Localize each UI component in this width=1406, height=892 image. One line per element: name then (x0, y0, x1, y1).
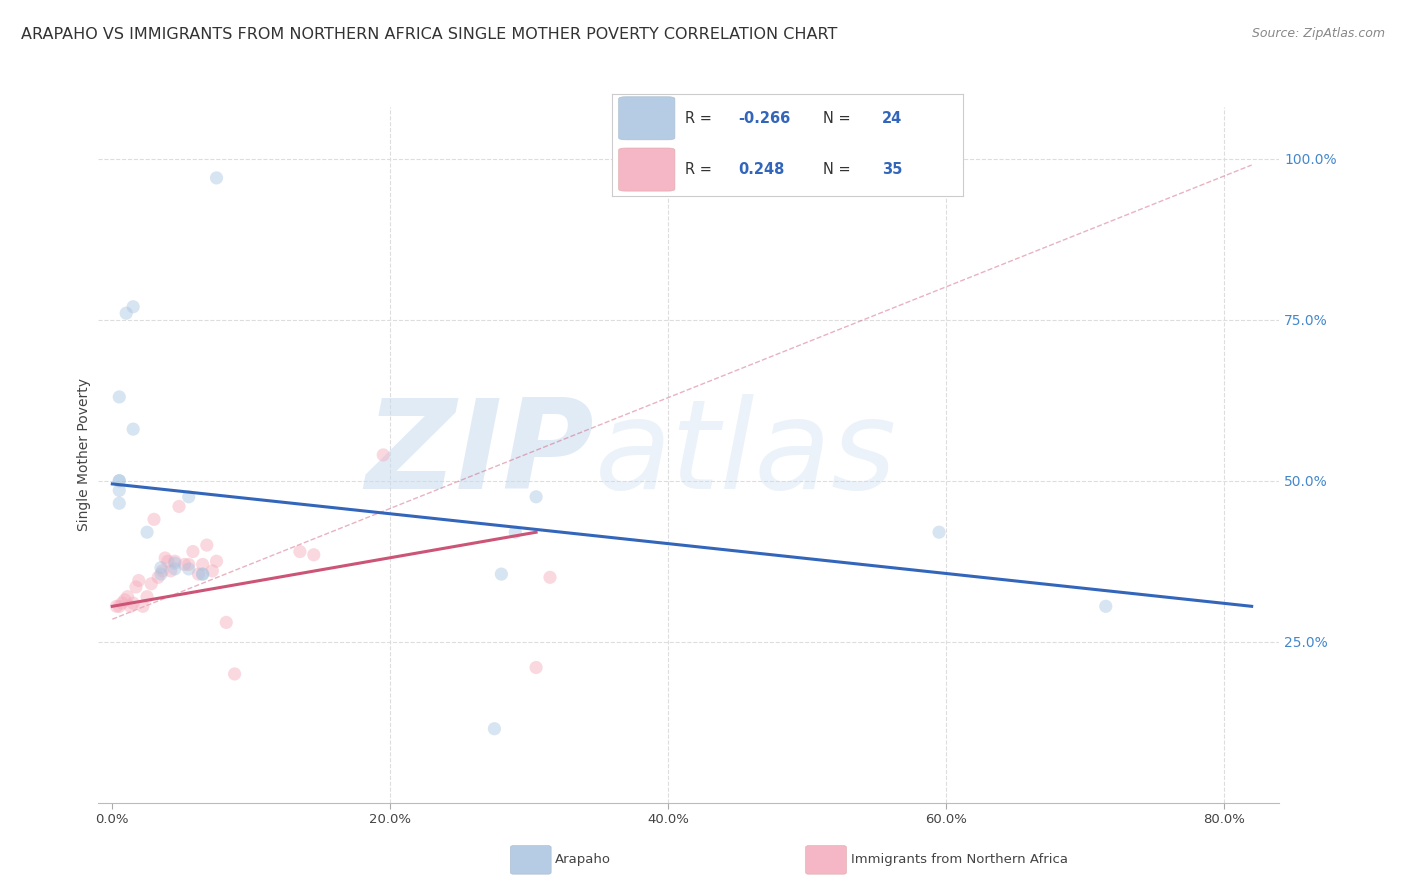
Point (146, 570, 169, 584)
Text: R =: R = (686, 162, 717, 178)
Point (111, 596, 134, 610)
Point (122, 300, 145, 314)
Point (373, 448, 395, 462)
Point (136, 525, 159, 540)
Point (114, 592, 136, 607)
Point (288, 544, 311, 558)
Point (163, 554, 186, 568)
Point (143, 512, 166, 526)
Point (215, 615, 238, 630)
Point (128, 574, 150, 588)
Point (205, 554, 228, 568)
Point (153, 551, 176, 566)
Point (159, 564, 181, 578)
Point (163, 562, 186, 576)
Point (302, 548, 325, 562)
Point (524, 660, 547, 674)
Point (136, 590, 159, 604)
Point (177, 562, 200, 576)
Point (125, 580, 148, 594)
Point (108, 474, 131, 488)
Point (141, 576, 163, 591)
Point (149, 567, 172, 582)
Point (181, 544, 204, 558)
Point (1094, 599, 1116, 614)
Y-axis label: Single Mother Poverty: Single Mother Poverty (77, 378, 91, 532)
Point (149, 560, 172, 574)
Text: 35: 35 (883, 162, 903, 178)
Point (224, 667, 246, 681)
Point (108, 483, 131, 498)
FancyBboxPatch shape (619, 148, 675, 191)
Point (491, 567, 513, 582)
Text: atlas: atlas (595, 394, 897, 516)
Text: N =: N = (823, 111, 855, 126)
Point (191, 567, 214, 582)
Point (191, 558, 214, 572)
Point (105, 599, 128, 614)
Point (173, 558, 195, 572)
Point (524, 490, 547, 504)
Text: 0.248: 0.248 (738, 162, 785, 178)
Point (484, 722, 506, 736)
Point (177, 558, 200, 572)
Point (108, 599, 131, 614)
Point (122, 422, 145, 436)
Point (108, 390, 131, 404)
Point (108, 474, 131, 488)
Text: Source: ZipAtlas.com: Source: ZipAtlas.com (1251, 27, 1385, 40)
Point (122, 596, 145, 610)
Point (163, 556, 186, 570)
Point (928, 525, 950, 540)
Point (120, 599, 142, 614)
Point (538, 570, 561, 584)
Point (156, 554, 179, 568)
Point (115, 306, 138, 320)
Point (108, 496, 131, 510)
Point (117, 590, 139, 604)
Point (503, 525, 526, 540)
Text: ZIP: ZIP (366, 394, 595, 516)
Point (195, 538, 218, 552)
Point (167, 500, 190, 514)
Text: -0.266: -0.266 (738, 111, 790, 126)
Point (201, 564, 224, 578)
Text: ARAPAHO VS IMMIGRANTS FROM NORTHERN AFRICA SINGLE MOTHER POVERTY CORRELATION CHA: ARAPAHO VS IMMIGRANTS FROM NORTHERN AFRI… (21, 27, 838, 42)
Text: N =: N = (823, 162, 855, 178)
Point (191, 567, 214, 582)
Text: Arapaho: Arapaho (555, 854, 612, 866)
Point (205, 170, 228, 185)
Point (187, 567, 209, 582)
Text: 24: 24 (883, 111, 903, 126)
Point (177, 490, 200, 504)
Point (150, 564, 173, 578)
Point (132, 599, 155, 614)
FancyBboxPatch shape (619, 96, 675, 140)
Text: Immigrants from Northern Africa: Immigrants from Northern Africa (851, 854, 1067, 866)
Text: R =: R = (686, 111, 717, 126)
